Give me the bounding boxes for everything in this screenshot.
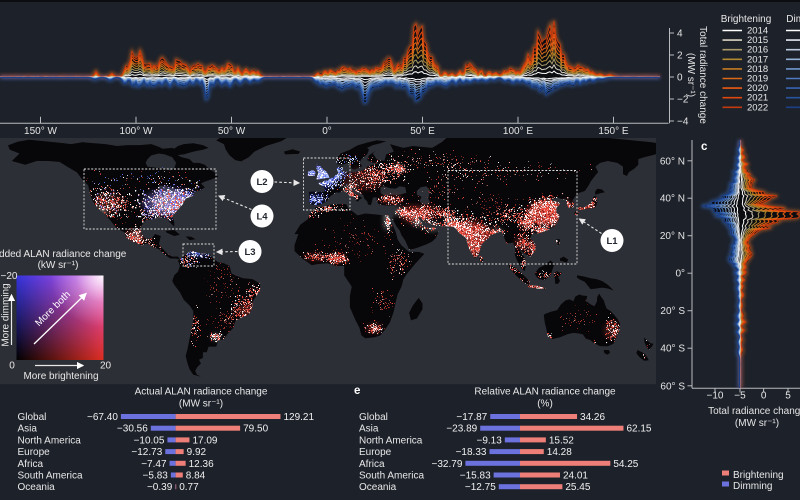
svg-text:2: 2 bbox=[677, 51, 683, 62]
svg-text:0: 0 bbox=[761, 391, 767, 402]
svg-text:60° S: 60° S bbox=[660, 381, 685, 392]
svg-text:24.01: 24.01 bbox=[563, 471, 588, 482]
svg-text:50° W: 50° W bbox=[218, 126, 246, 137]
svg-text:150° W: 150° W bbox=[24, 126, 57, 137]
svg-text:L4: L4 bbox=[256, 211, 268, 222]
svg-text:25.45: 25.45 bbox=[565, 482, 590, 493]
svg-text:100° E: 100° E bbox=[503, 126, 533, 137]
svg-text:(MW sr⁻¹): (MW sr⁻¹) bbox=[735, 418, 779, 429]
svg-text:−5.83: −5.83 bbox=[143, 471, 169, 482]
svg-text:−12.73: −12.73 bbox=[131, 447, 162, 458]
svg-text:(%): (%) bbox=[537, 399, 553, 410]
svg-text:(MW sr⁻¹): (MW sr⁻¹) bbox=[685, 53, 696, 97]
svg-text:North America: North America bbox=[359, 435, 423, 446]
svg-text:−23.89: −23.89 bbox=[446, 424, 477, 435]
svg-text:More dimming: More dimming bbox=[1, 283, 12, 346]
svg-text:North America: North America bbox=[18, 435, 82, 446]
svg-text:e: e bbox=[354, 385, 360, 397]
svg-text:8.84: 8.84 bbox=[186, 471, 206, 482]
svg-text:0.77: 0.77 bbox=[179, 482, 199, 493]
svg-text:−20: −20 bbox=[1, 271, 18, 282]
svg-text:Global: Global bbox=[18, 412, 47, 423]
svg-text:Actual ALAN radiance change: Actual ALAN radiance change bbox=[135, 387, 268, 398]
svg-text:12.36: 12.36 bbox=[189, 459, 214, 470]
svg-text:−7.47: −7.47 bbox=[141, 459, 167, 470]
svg-text:Brightening: Brightening bbox=[721, 14, 772, 25]
svg-text:Total radiance change: Total radiance change bbox=[697, 26, 708, 124]
svg-text:2020: 2020 bbox=[747, 83, 768, 94]
svg-text:Relative ALAN radiance change: Relative ALAN radiance change bbox=[474, 387, 616, 398]
svg-text:Asia: Asia bbox=[359, 424, 379, 435]
svg-text:40° S: 40° S bbox=[660, 344, 685, 355]
svg-text:40° N: 40° N bbox=[660, 194, 685, 205]
svg-text:150° E: 150° E bbox=[598, 126, 628, 137]
svg-text:2016: 2016 bbox=[747, 45, 768, 56]
svg-text:−4: −4 bbox=[677, 117, 689, 128]
svg-text:Africa: Africa bbox=[18, 459, 44, 470]
svg-text:Brightening: Brightening bbox=[733, 470, 784, 481]
svg-text:2018: 2018 bbox=[747, 64, 768, 75]
svg-text:Dimming: Dimming bbox=[733, 481, 772, 492]
svg-text:50° E: 50° E bbox=[410, 126, 435, 137]
svg-text:South America: South America bbox=[359, 471, 424, 482]
svg-text:−5: −5 bbox=[734, 391, 746, 402]
svg-text:20° N: 20° N bbox=[660, 231, 685, 242]
svg-text:Dimming: Dimming bbox=[786, 14, 800, 25]
svg-text:79.50: 79.50 bbox=[243, 424, 268, 435]
svg-text:Asia: Asia bbox=[18, 424, 38, 435]
svg-text:L3: L3 bbox=[244, 247, 255, 258]
svg-text:Gridded ALAN radiance change: Gridded ALAN radiance change bbox=[0, 249, 127, 260]
svg-text:−10.05: −10.05 bbox=[134, 435, 165, 446]
svg-text:4: 4 bbox=[677, 29, 683, 40]
svg-text:34.26: 34.26 bbox=[580, 412, 605, 423]
svg-text:−10: −10 bbox=[707, 391, 724, 402]
svg-text:100° W: 100° W bbox=[120, 126, 153, 137]
svg-text:−9.13: −9.13 bbox=[476, 435, 502, 446]
svg-text:Oceania: Oceania bbox=[359, 482, 397, 493]
svg-text:20: 20 bbox=[100, 361, 112, 372]
svg-text:60° N: 60° N bbox=[660, 156, 685, 167]
svg-text:South America: South America bbox=[18, 471, 83, 482]
svg-text:−67.40: −67.40 bbox=[87, 412, 118, 423]
svg-text:15.52: 15.52 bbox=[549, 435, 574, 446]
svg-text:0: 0 bbox=[9, 361, 15, 372]
svg-text:c: c bbox=[701, 141, 708, 153]
svg-text:0°: 0° bbox=[675, 269, 685, 280]
svg-text:54.25: 54.25 bbox=[613, 459, 638, 470]
svg-text:2019: 2019 bbox=[747, 74, 768, 85]
svg-text:−0.39: −0.39 bbox=[147, 482, 173, 493]
svg-text:L1: L1 bbox=[606, 236, 618, 247]
svg-text:5: 5 bbox=[785, 391, 791, 402]
svg-text:Europe: Europe bbox=[359, 447, 392, 458]
svg-text:2014: 2014 bbox=[747, 26, 768, 37]
svg-text:−12.75: −12.75 bbox=[465, 482, 496, 493]
svg-text:2021: 2021 bbox=[747, 93, 768, 104]
svg-text:(MW sr⁻¹): (MW sr⁻¹) bbox=[179, 399, 223, 410]
svg-text:14.28: 14.28 bbox=[547, 447, 572, 458]
svg-text:Oceania: Oceania bbox=[18, 482, 56, 493]
svg-text:Global: Global bbox=[359, 412, 388, 423]
svg-text:−30.56: −30.56 bbox=[117, 424, 148, 435]
svg-text:−2: −2 bbox=[677, 95, 689, 106]
svg-text:2022: 2022 bbox=[747, 102, 768, 113]
svg-text:17.09: 17.09 bbox=[192, 435, 217, 446]
svg-text:−15.83: −15.83 bbox=[460, 471, 491, 482]
svg-text:0: 0 bbox=[677, 73, 683, 84]
svg-text:0°: 0° bbox=[322, 126, 332, 137]
svg-text:−18.33: −18.33 bbox=[456, 447, 487, 458]
svg-text:62.15: 62.15 bbox=[626, 424, 651, 435]
svg-text:129.21: 129.21 bbox=[283, 412, 314, 423]
svg-text:L2: L2 bbox=[256, 177, 267, 188]
svg-text:2015: 2015 bbox=[747, 35, 768, 46]
svg-text:9.92: 9.92 bbox=[187, 447, 207, 458]
svg-text:Africa: Africa bbox=[359, 459, 385, 470]
svg-text:20° S: 20° S bbox=[660, 306, 685, 317]
svg-text:Europe: Europe bbox=[18, 447, 51, 458]
svg-text:−17.87: −17.87 bbox=[456, 412, 487, 423]
svg-text:(kW sr⁻¹): (kW sr⁻¹) bbox=[38, 260, 79, 271]
svg-text:2017: 2017 bbox=[747, 54, 768, 65]
svg-text:Total radiance change: Total radiance change bbox=[708, 406, 800, 417]
svg-text:More brightening: More brightening bbox=[23, 371, 98, 382]
svg-text:−32.79: −32.79 bbox=[432, 459, 463, 470]
